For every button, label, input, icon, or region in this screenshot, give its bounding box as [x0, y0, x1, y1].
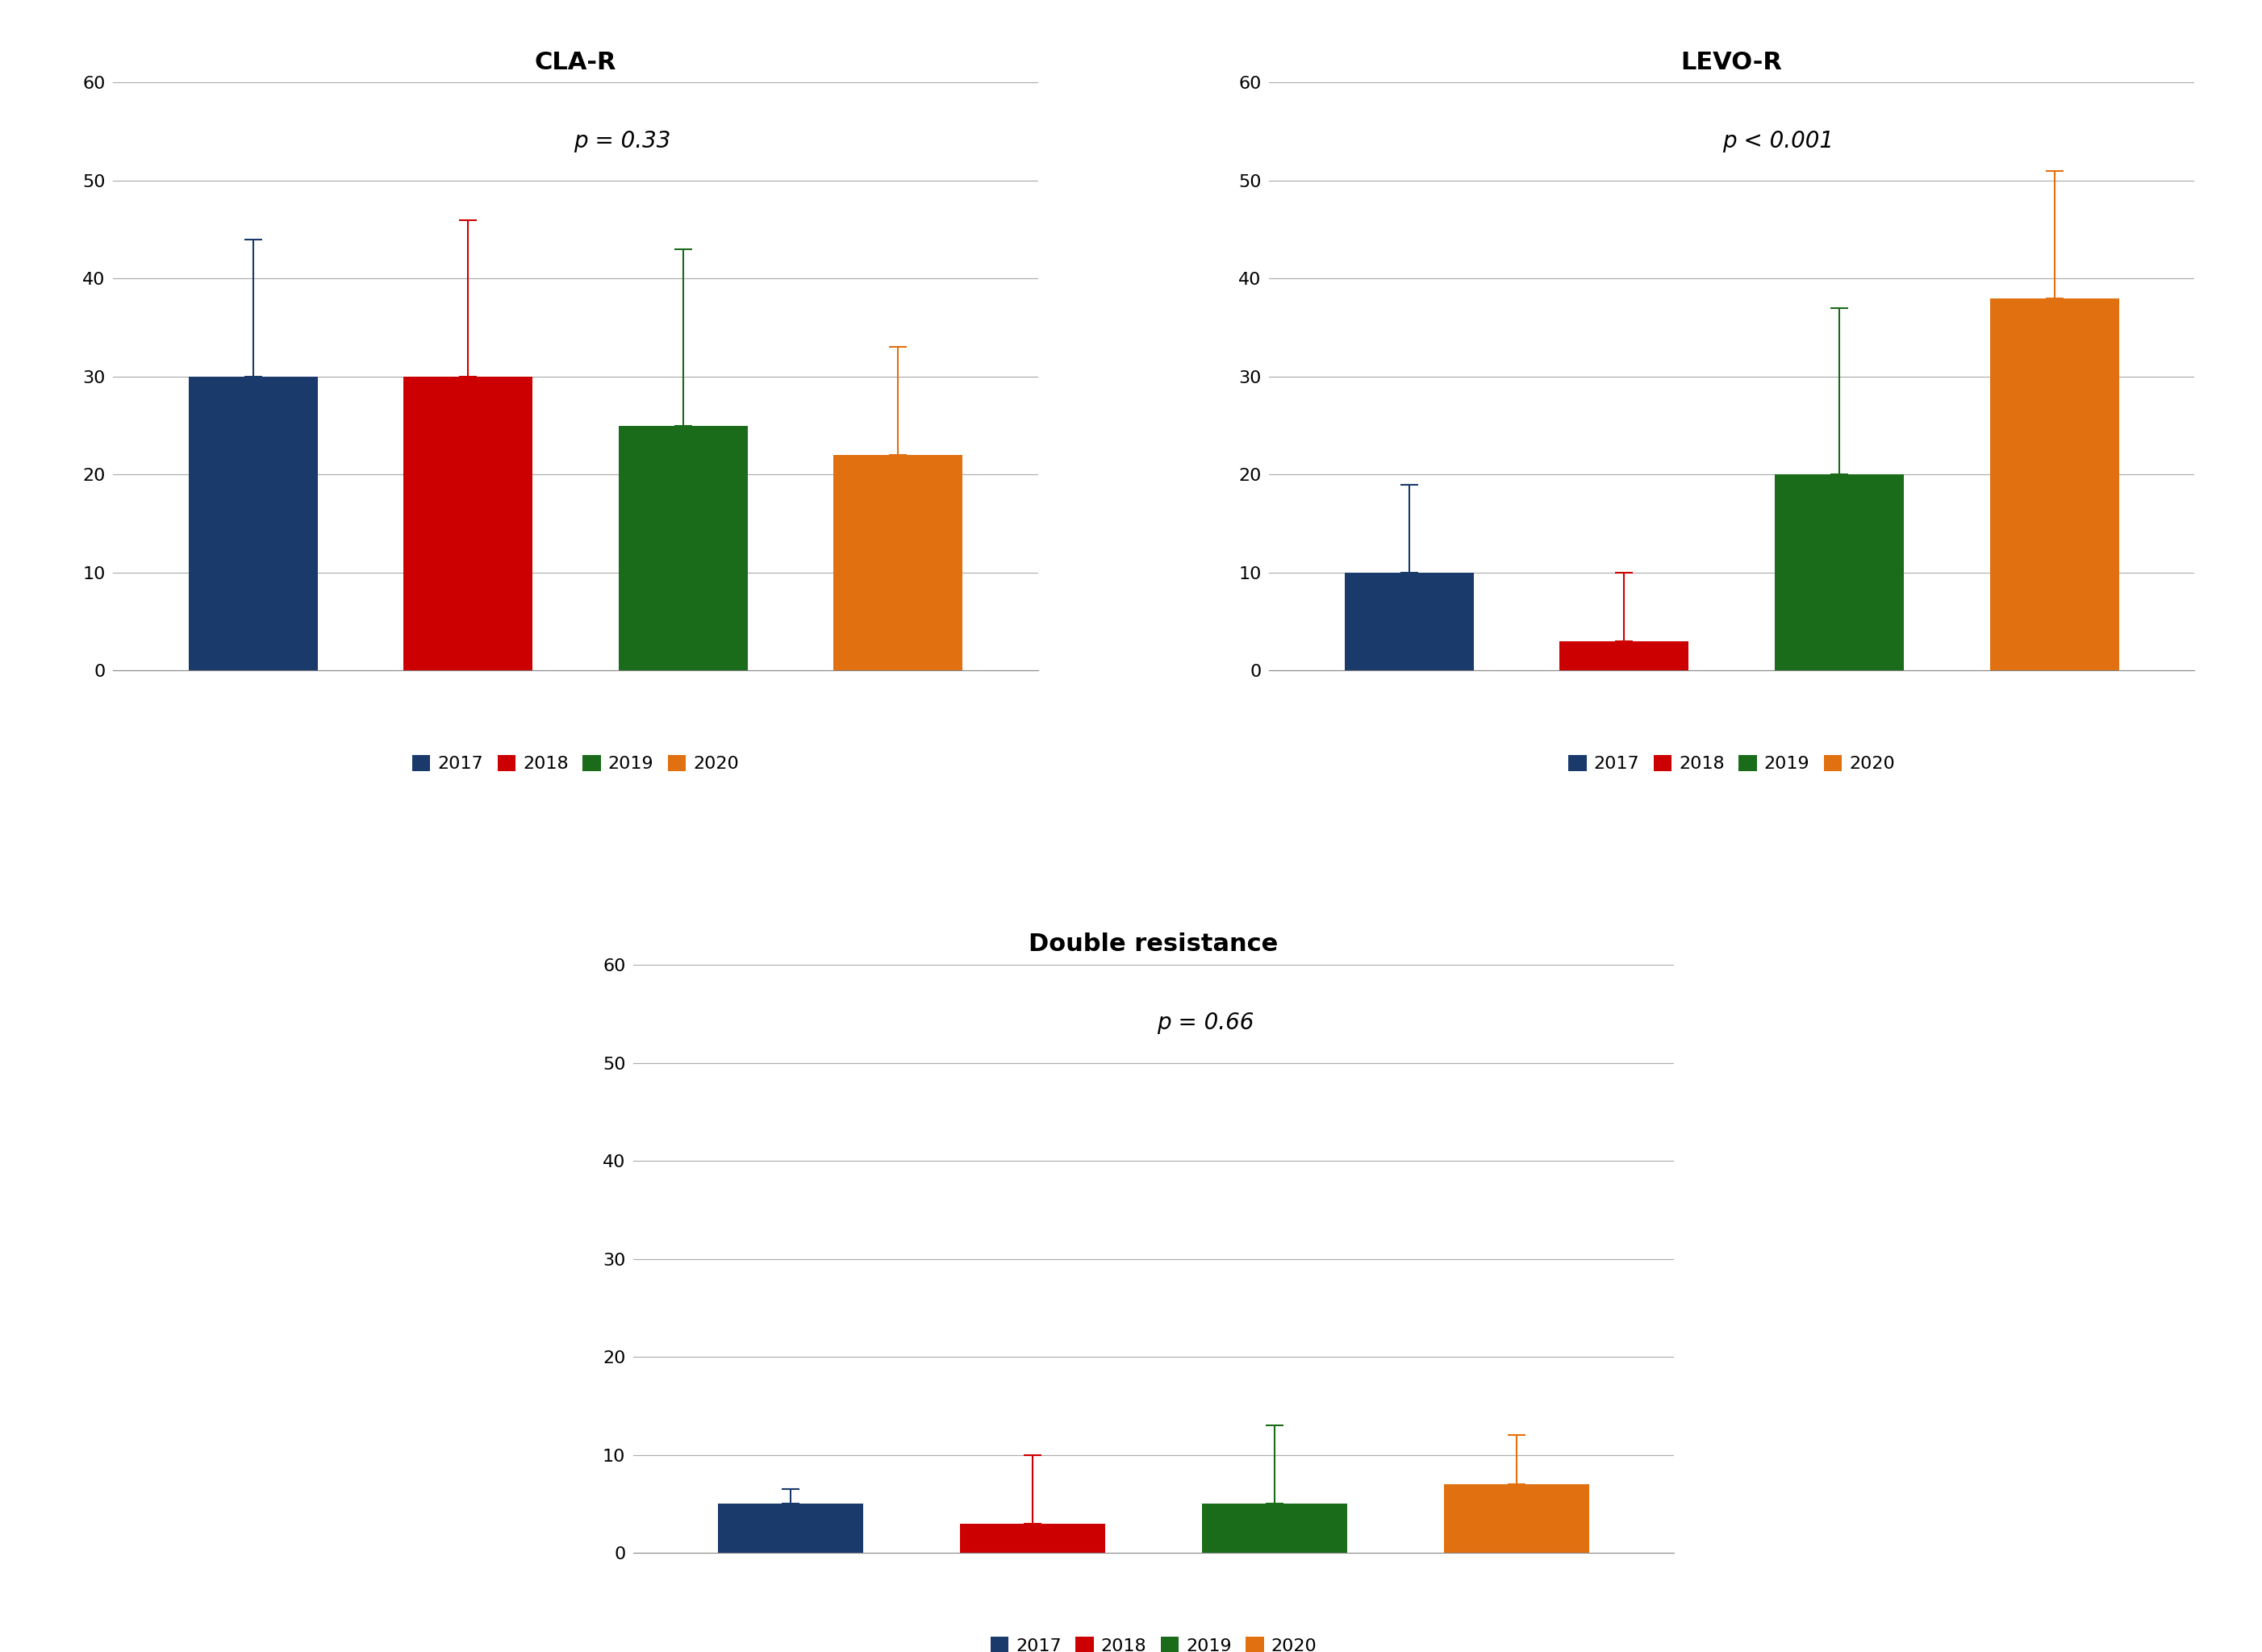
- Bar: [1559, 641, 1690, 671]
- Legend: 2017, 2018, 2019, 2020: 2017, 2018, 2019, 2020: [1561, 748, 1902, 780]
- Bar: [618, 426, 749, 671]
- Bar: [959, 1523, 1106, 1553]
- Title: LEVO-R: LEVO-R: [1681, 51, 1782, 74]
- Title: CLA-R: CLA-R: [534, 51, 618, 74]
- Text: p = 0.66: p = 0.66: [1158, 1011, 1253, 1034]
- Bar: [1776, 474, 1905, 671]
- Bar: [717, 1503, 864, 1553]
- Text: p = 0.33: p = 0.33: [572, 129, 670, 152]
- Bar: [403, 377, 532, 671]
- Bar: [835, 454, 964, 671]
- Text: p < 0.001: p < 0.001: [1721, 129, 1834, 152]
- Bar: [1344, 573, 1473, 671]
- Legend: 2017, 2018, 2019, 2020: 2017, 2018, 2019, 2020: [984, 1631, 1323, 1652]
- Bar: [188, 377, 317, 671]
- Bar: [1991, 299, 2119, 671]
- Bar: [1443, 1483, 1590, 1553]
- Legend: 2017, 2018, 2019, 2020: 2017, 2018, 2019, 2020: [405, 748, 746, 780]
- Bar: [1201, 1503, 1348, 1553]
- Title: Double resistance: Double resistance: [1029, 933, 1278, 957]
